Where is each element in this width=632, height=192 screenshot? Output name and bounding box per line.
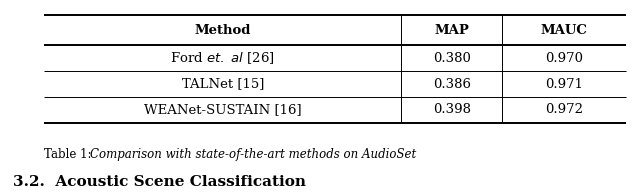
Text: 0.380: 0.380 — [433, 52, 471, 65]
Text: 0.971: 0.971 — [545, 78, 583, 90]
Text: 0.386: 0.386 — [433, 78, 471, 90]
Text: Method: Method — [195, 24, 251, 37]
Text: Ford $\it{et.}$ $\it{al}$ [26]: Ford $\it{et.}$ $\it{al}$ [26] — [171, 50, 275, 66]
Text: Table 1:: Table 1: — [44, 148, 95, 161]
Text: MAP: MAP — [434, 24, 470, 37]
Text: 0.970: 0.970 — [545, 52, 583, 65]
Text: 0.398: 0.398 — [433, 103, 471, 116]
Text: Comparison with state-of-the-art methods on AudioSet: Comparison with state-of-the-art methods… — [90, 148, 416, 161]
Text: 3.2.  Acoustic Scene Classification: 3.2. Acoustic Scene Classification — [13, 175, 306, 189]
Text: TALNet [15]: TALNet [15] — [181, 78, 264, 90]
Text: MAUC: MAUC — [540, 24, 588, 37]
Text: 0.972: 0.972 — [545, 103, 583, 116]
Text: WEANet-SUSTAIN [16]: WEANet-SUSTAIN [16] — [144, 103, 301, 116]
